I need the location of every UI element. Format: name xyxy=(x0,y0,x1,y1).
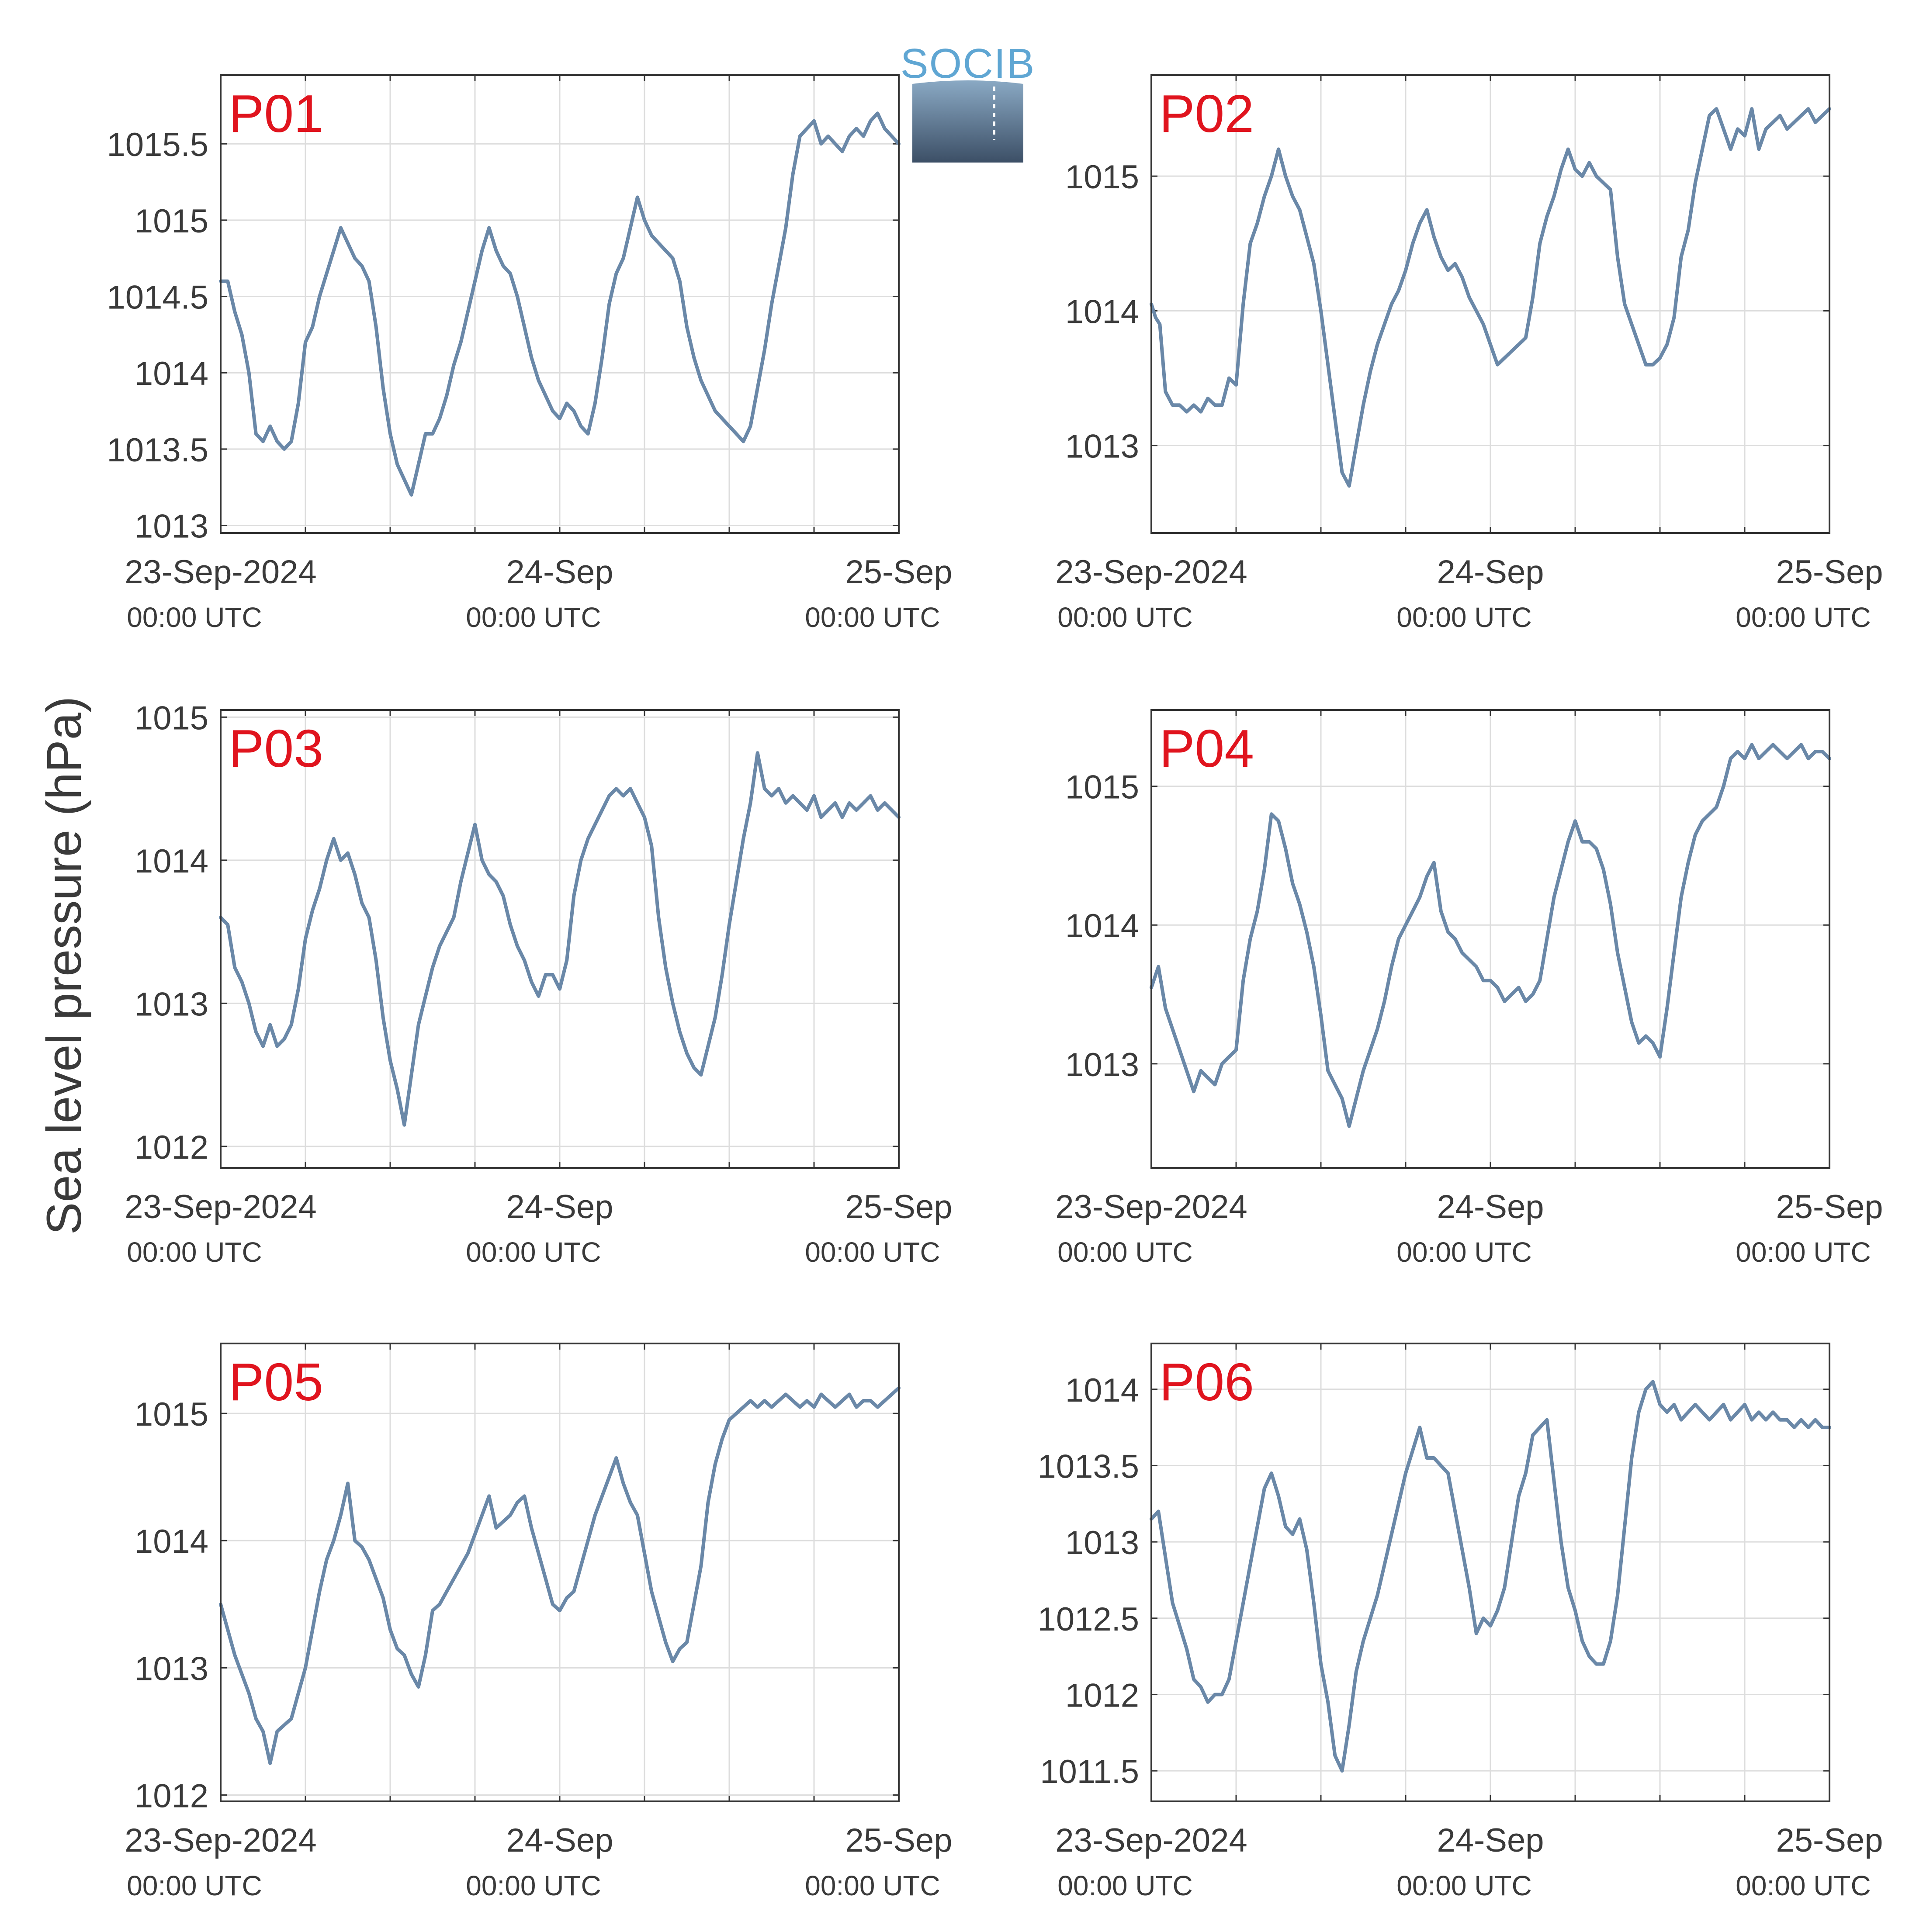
pressure-series-line xyxy=(219,751,901,1127)
plot-frame xyxy=(1150,74,1830,534)
panel-label: P06 xyxy=(1159,1352,1254,1412)
x-tick-label: 25-Sep xyxy=(1776,554,1883,591)
x-tick-sublabel: 00:00 UTC xyxy=(805,1236,940,1268)
y-tick-label: 1015 xyxy=(135,699,208,737)
x-tick-label: 24-Sep xyxy=(506,1822,613,1859)
x-tick-label: 23-Sep-2024 xyxy=(125,554,316,591)
x-tick-sublabel: 00:00 UTC xyxy=(466,1870,601,1901)
panel-label: P04 xyxy=(1159,719,1254,778)
y-tick-label: 1013 xyxy=(135,1650,208,1687)
y-tick-label: 1012.5 xyxy=(1038,1601,1139,1638)
x-tick-label: 25-Sep xyxy=(1776,1822,1883,1859)
y-tick-label: 1014 xyxy=(1065,293,1139,330)
x-tick-label: 25-Sep xyxy=(1776,1188,1883,1226)
x-tick-sublabel: 00:00 UTC xyxy=(127,602,262,633)
pressure-series-line xyxy=(1150,1380,1831,1773)
x-tick-label: 23-Sep-2024 xyxy=(1055,1188,1247,1226)
y-tick-label: 1013.5 xyxy=(107,432,208,469)
x-tick-label: 24-Sep xyxy=(1437,554,1544,591)
x-tick-sublabel: 00:00 UTC xyxy=(1057,1870,1192,1901)
y-tick-label: 1012 xyxy=(135,1777,208,1814)
x-tick-label: 25-Sep xyxy=(845,1822,952,1859)
panel-label: P01 xyxy=(229,84,323,143)
plot-frame xyxy=(220,1343,900,1802)
x-tick-sublabel: 00:00 UTC xyxy=(466,1236,601,1268)
y-tick-label: 1013 xyxy=(1065,1046,1139,1084)
chart-panel-p06: 1011.5 1012 1012.5 1013 1013.5 1014 P06 23-Sep-… xyxy=(1038,1343,1883,1901)
chart-panel-p02: 1013 1014 1015 P02 23-Sep-2024 00:00 UTC 24-Se… xyxy=(1055,74,1883,633)
x-tick-label: 24-Sep xyxy=(506,1188,613,1226)
y-tick-label: 1015 xyxy=(1065,769,1139,806)
chart-panel-p01: 1013 1013.5 1014 1014.5 1015 1015.5 P01 23-Sep-… xyxy=(107,74,953,633)
panel-label: P03 xyxy=(229,719,323,778)
x-tick-sublabel: 00:00 UTC xyxy=(1057,1236,1192,1268)
pressure-series-line xyxy=(219,111,901,497)
x-tick-label: 23-Sep-2024 xyxy=(125,1822,316,1859)
x-tick-sublabel: 00:00 UTC xyxy=(1396,1236,1531,1268)
pressure-series-line xyxy=(219,1386,901,1765)
y-tick-label: 1012 xyxy=(135,1129,208,1166)
chart-panel-p03: 1012 1013 1014 1015 P03 23-Sep-2024 00:00 UTC 2… xyxy=(125,699,952,1268)
x-tick-sublabel: 00:00 UTC xyxy=(466,602,601,633)
y-tick-label: 1013.5 xyxy=(1038,1448,1139,1485)
x-tick-label: 25-Sep xyxy=(845,554,952,591)
y-tick-label: 1013 xyxy=(135,508,208,545)
y-axis-label: Sea level pressure (hPa) xyxy=(37,696,91,1235)
x-tick-sublabel: 00:00 UTC xyxy=(1736,602,1871,633)
x-tick-sublabel: 00:00 UTC xyxy=(1057,602,1192,633)
y-tick-label: 1011.5 xyxy=(1040,1753,1139,1790)
x-tick-sublabel: 00:00 UTC xyxy=(805,1870,940,1901)
plot-frame xyxy=(1150,1343,1830,1802)
y-tick-label: 1014 xyxy=(135,1523,208,1560)
y-tick-label: 1012 xyxy=(1065,1677,1139,1714)
y-tick-label: 1014 xyxy=(135,843,208,880)
socib-logo-text: SOCIB xyxy=(901,40,1036,87)
y-tick-label: 1014 xyxy=(1065,1372,1139,1409)
x-tick-label: 24-Sep xyxy=(1437,1822,1544,1859)
x-tick-sublabel: 00:00 UTC xyxy=(805,602,940,633)
plot-frame xyxy=(220,74,900,534)
y-tick-label: 1013 xyxy=(1065,428,1139,465)
panel-label: P05 xyxy=(229,1352,323,1412)
x-tick-sublabel: 00:00 UTC xyxy=(1396,602,1531,633)
x-tick-label: 23-Sep-2024 xyxy=(125,1188,316,1226)
x-tick-sublabel: 00:00 UTC xyxy=(1736,1236,1871,1268)
x-tick-label: 24-Sep xyxy=(506,554,613,591)
y-tick-label: 1015 xyxy=(1065,159,1139,196)
socib-logo: SOCIB xyxy=(901,40,1036,163)
pressure-series-line xyxy=(1150,107,1831,488)
y-tick-label: 1014 xyxy=(1065,907,1139,945)
x-tick-label: 23-Sep-2024 xyxy=(1055,1822,1247,1859)
x-tick-label: 23-Sep-2024 xyxy=(1055,554,1247,591)
y-tick-label: 1015 xyxy=(135,203,208,240)
plot-frame xyxy=(220,709,900,1169)
y-tick-label: 1015.5 xyxy=(107,126,208,163)
x-tick-sublabel: 00:00 UTC xyxy=(1396,1870,1531,1901)
y-tick-label: 1014 xyxy=(135,355,208,392)
x-tick-sublabel: 00:00 UTC xyxy=(127,1236,262,1268)
y-tick-label: 1013 xyxy=(135,986,208,1023)
x-tick-sublabel: 00:00 UTC xyxy=(127,1870,262,1901)
pressure-series-line xyxy=(1150,743,1831,1128)
panel-label: P02 xyxy=(1159,84,1254,143)
y-tick-label: 1015 xyxy=(135,1396,208,1433)
y-tick-label: 1014.5 xyxy=(107,279,208,316)
chart-panel-p04: 1013 1014 1015 P04 23-Sep-2024 00:00 UTC 24-Se… xyxy=(1055,709,1883,1268)
x-tick-label: 24-Sep xyxy=(1437,1188,1544,1226)
x-tick-sublabel: 00:00 UTC xyxy=(1736,1870,1871,1901)
y-tick-label: 1013 xyxy=(1065,1524,1139,1562)
plot-frame xyxy=(1150,709,1830,1169)
chart-panel-p05: 1012 1013 1014 1015 P05 23-Sep-2024 00:00 UTC 2… xyxy=(125,1343,953,1901)
x-tick-label: 25-Sep xyxy=(845,1188,952,1226)
